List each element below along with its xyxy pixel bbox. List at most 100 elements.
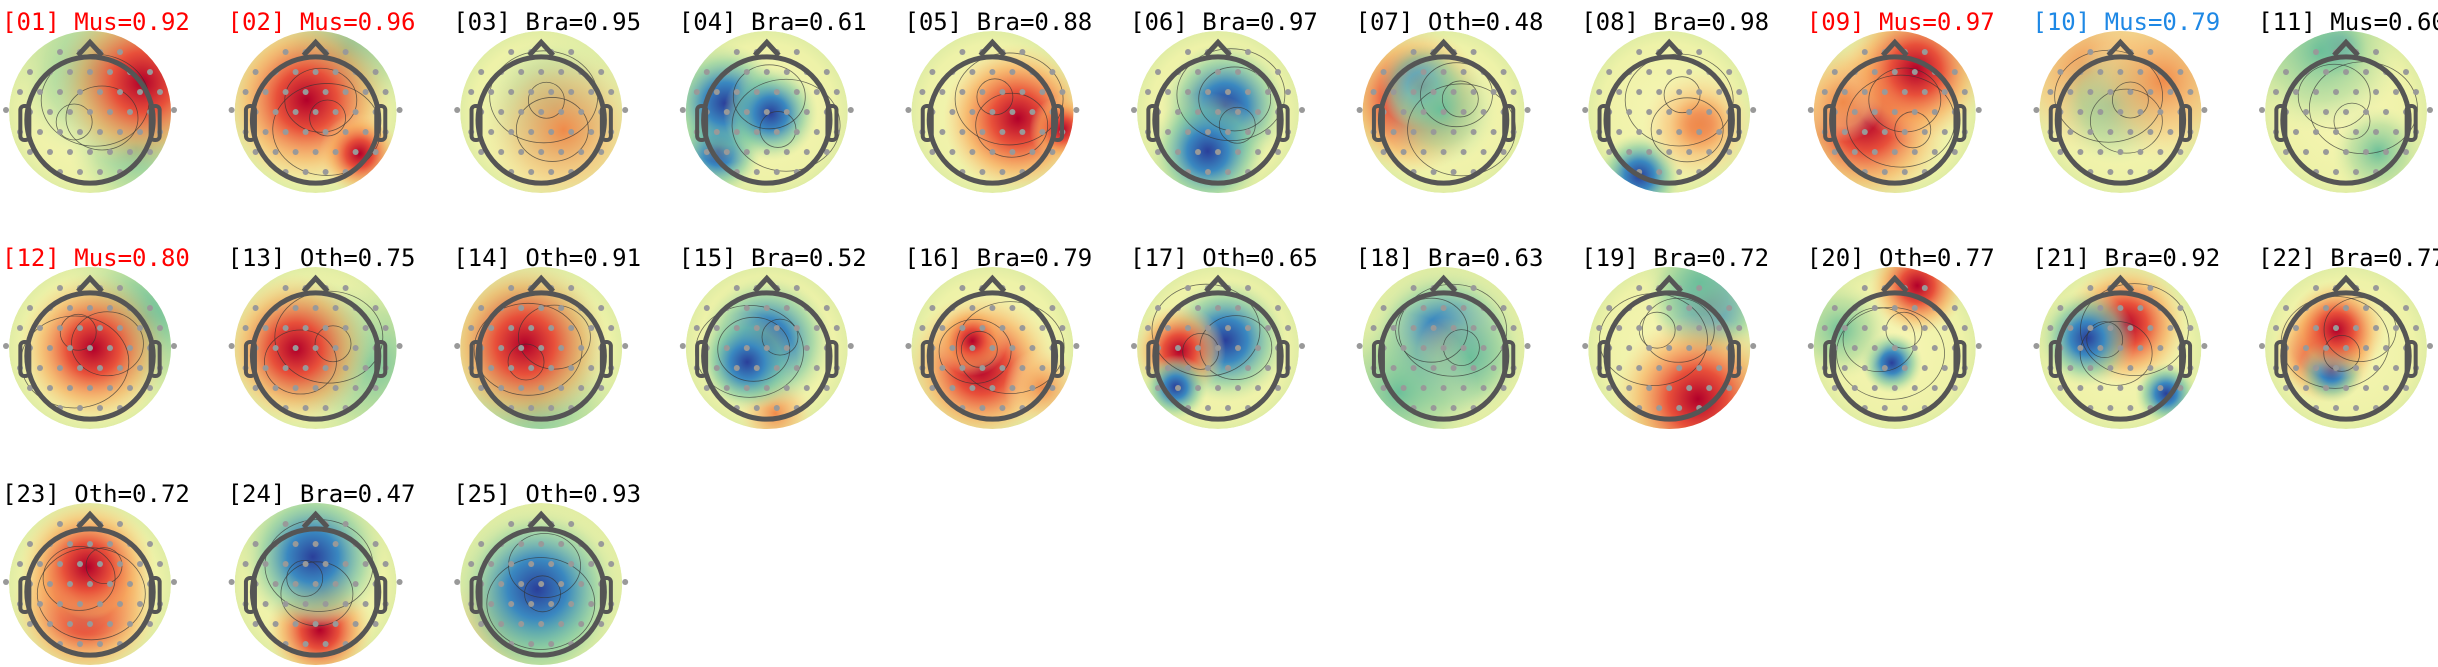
electrode [2137,149,2144,155]
electrode [763,385,770,391]
electrode [2127,365,2134,371]
contour [486,557,596,650]
electrode [1275,149,1281,155]
electrode [1390,129,1397,135]
electrode [107,621,113,627]
electrode [242,561,249,567]
electrode [1490,89,1497,95]
ref-right [2427,343,2433,349]
electrode [312,541,319,547]
electrode [292,345,299,351]
electrode [2097,69,2104,75]
electrode [803,149,810,155]
electrode [1245,365,1251,371]
electrode [1686,109,1693,115]
electrode [362,365,369,371]
ear-right [148,104,162,142]
ear-right [1502,104,1516,142]
electrode [703,149,710,155]
electrode [538,69,545,75]
electrode [1861,129,1868,135]
electrode [1726,69,1733,75]
electrode [1480,149,1487,155]
electrode [578,385,585,391]
electrode [488,89,495,95]
electrode [312,149,319,155]
ear-right [374,340,388,378]
electrode [332,305,339,311]
electrode [2187,325,2194,331]
electrode [568,285,575,291]
electrode [1165,365,1171,371]
electrode [568,561,575,567]
ear-right [599,104,613,142]
topomap-blob [2265,31,2404,134]
contour [286,560,324,597]
electrode [322,601,329,607]
ear-left [1597,104,1611,142]
electrode [1470,365,1477,371]
electrode [979,365,986,371]
electrode [252,621,259,627]
electrode [753,325,760,331]
electrode [528,641,535,647]
electrode [1676,169,1683,175]
electrode [2353,325,2359,331]
electrode [1185,325,1191,331]
electrode [2157,149,2164,155]
electrode [1676,129,1683,135]
electrode [87,385,93,391]
electrode [57,285,63,291]
electrode [107,69,113,75]
electrode [2283,69,2289,75]
electrode [588,89,595,95]
electrode [362,325,369,331]
electrode [282,129,289,135]
electrode [1851,385,1858,391]
ref-left [228,107,235,113]
electrode [1460,109,1467,115]
electrode [2373,325,2379,331]
nose [978,38,1007,57]
electrode [87,621,93,627]
electrode [1686,345,1693,351]
electrode [518,621,525,627]
electrode [1450,405,1457,411]
electrode [1901,89,1908,95]
electrode [2157,385,2164,391]
electrode [87,69,93,75]
ref-left [1582,343,1589,349]
electrode [282,561,289,567]
electrode [1235,69,1241,75]
electrode [528,365,535,371]
electrode [999,129,1006,135]
electrode [262,89,269,95]
electrode [352,621,359,627]
topomap-blob [1362,312,1479,429]
ear-right [1276,340,1290,378]
electrode [127,109,133,115]
electrode [1851,149,1858,155]
electrode [508,365,515,371]
electrode [67,149,73,155]
electrode [2127,325,2134,331]
electrode [1656,325,1663,331]
electrode [558,305,565,311]
electrode [703,69,710,75]
electrode [2393,129,2399,135]
ear-right [2404,340,2418,378]
electrode [999,169,1006,175]
electrode [352,149,359,155]
electrode [2333,129,2339,135]
electrode [1901,405,1908,411]
electrode [518,109,525,115]
electrode [107,541,113,547]
ref-left [228,579,235,585]
electrode [578,621,585,627]
electrode [1380,385,1387,391]
electrode [1400,149,1407,155]
electrode [1225,129,1231,135]
ear-left [1146,104,1160,142]
electrode [568,601,575,607]
electrode [598,305,605,311]
